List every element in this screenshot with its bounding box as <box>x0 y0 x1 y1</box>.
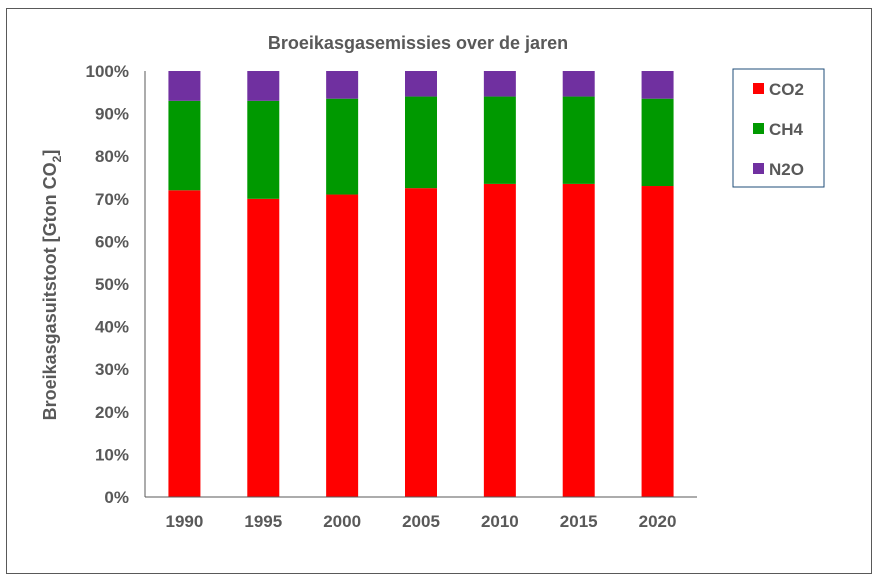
bar-co2-2020 <box>641 186 674 497</box>
y-axis-title: Broeikasgasuitstoot [Gton CO2] <box>40 150 64 421</box>
y-axis-label-suffix: ] <box>40 150 60 156</box>
legend: CO2 CH4 N2O <box>732 68 825 188</box>
x-tick-label: 1990 <box>166 512 204 531</box>
bar-ch4-2000 <box>326 98 359 195</box>
bar-ch4-1995 <box>247 100 280 199</box>
bars <box>168 71 674 498</box>
bar-co2-2015 <box>562 183 595 497</box>
y-tick-label: 70% <box>95 190 129 209</box>
y-tick-label: 10% <box>95 445 129 464</box>
y-axis-label-main: Broeikasgasuitstoot [Gton CO <box>40 162 60 420</box>
legend-swatch-n2o <box>753 163 764 174</box>
bar-n2o-2010 <box>483 71 516 97</box>
bar-ch4-2010 <box>483 96 516 184</box>
bar-n2o-2020 <box>641 71 674 99</box>
x-tick-label: 2010 <box>481 512 519 531</box>
bar-n2o-2015 <box>562 71 595 97</box>
x-tick-label: 2015 <box>560 512 598 531</box>
bar-co2-2010 <box>483 183 516 497</box>
x-tick-label: 1995 <box>244 512 282 531</box>
y-tick-label: 20% <box>95 403 129 422</box>
bar-n2o-1995 <box>247 71 280 101</box>
y-tick-label: 90% <box>95 105 129 124</box>
bar-co2-2005 <box>405 188 437 497</box>
x-tick-label: 2005 <box>402 512 440 531</box>
legend-label-ch4: CH4 <box>769 120 804 139</box>
bar-co2-1990 <box>168 190 201 497</box>
y-tick-label: 0% <box>104 488 129 507</box>
x-tick-label: 2020 <box>639 512 677 531</box>
bar-ch4-2005 <box>405 96 437 189</box>
bar-ch4-2020 <box>641 98 674 187</box>
y-tick-label: 60% <box>95 232 129 251</box>
chart-frame <box>6 8 872 574</box>
chart-title: Broeikasgasemissies over de jaren <box>268 33 568 53</box>
legend-label-n2o: N2O <box>769 160 804 179</box>
x-tick-label: 2000 <box>323 512 361 531</box>
y-tick-label: 50% <box>95 275 129 294</box>
legend-label-co2: CO2 <box>769 80 804 99</box>
y-ticks: 0% 10% 20% 30% 40% 50% 60% 70% 80% 90% 100% <box>86 62 129 507</box>
bar-n2o-1990 <box>168 71 201 101</box>
bar-co2-1995 <box>247 198 280 498</box>
x-ticks: 1990 1995 2000 2005 2010 2015 2020 <box>166 512 677 531</box>
bar-n2o-2000 <box>326 71 359 99</box>
y-axis-label: Broeikasgasuitstoot [Gton CO2] <box>40 150 64 421</box>
y-tick-label: 30% <box>95 360 129 379</box>
y-axis-label-subscript: 2 <box>50 155 64 162</box>
legend-swatch-co2 <box>753 83 764 94</box>
bar-ch4-1990 <box>168 100 201 191</box>
legend-box <box>732 68 825 188</box>
legend-swatch-ch4 <box>753 123 764 134</box>
y-tick-label: 100% <box>86 62 129 81</box>
bar-n2o-2005 <box>405 71 437 97</box>
bar-co2-2000 <box>326 194 359 498</box>
y-tick-label: 40% <box>95 318 129 337</box>
y-tick-label: 80% <box>95 147 129 166</box>
bar-ch4-2015 <box>562 96 595 184</box>
